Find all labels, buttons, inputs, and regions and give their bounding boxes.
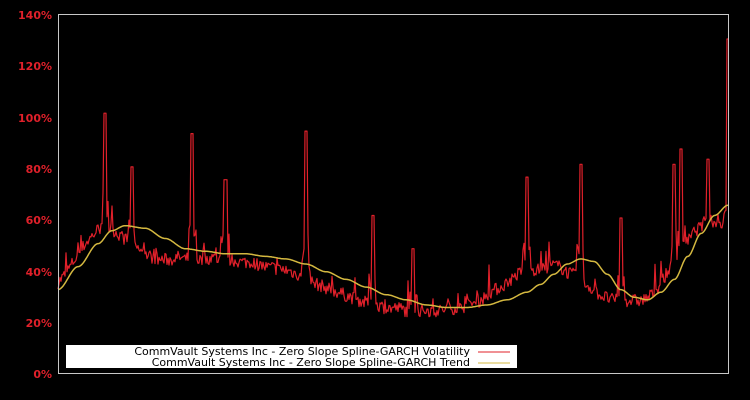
volatility-line: [57, 38, 728, 318]
y-tick-20: 20%: [26, 317, 52, 330]
legend-box: [66, 345, 517, 368]
y-tick-80: 80%: [26, 163, 52, 176]
series-layer: [57, 38, 729, 318]
y-tick-40: 40%: [26, 266, 52, 279]
y-axis-ticks: 0% 20% 40% 60% 80% 100% 120% 140%: [18, 9, 52, 381]
y-tick-140: 140%: [18, 9, 52, 22]
y-tick-60: 60%: [26, 214, 52, 227]
legend: CommVault Systems Inc - Zero Slope Splin…: [66, 345, 517, 369]
trend-line: [57, 204, 729, 309]
y-tick-100: 100%: [18, 112, 52, 125]
plot-border: [58, 14, 729, 374]
legend-trend-label: CommVault Systems Inc - Zero Slope Splin…: [152, 356, 470, 369]
y-tick-120: 120%: [18, 60, 52, 73]
legend-volatility-label: CommVault Systems Inc - Zero Slope Splin…: [134, 345, 470, 358]
y-tick-0: 0%: [33, 368, 52, 381]
